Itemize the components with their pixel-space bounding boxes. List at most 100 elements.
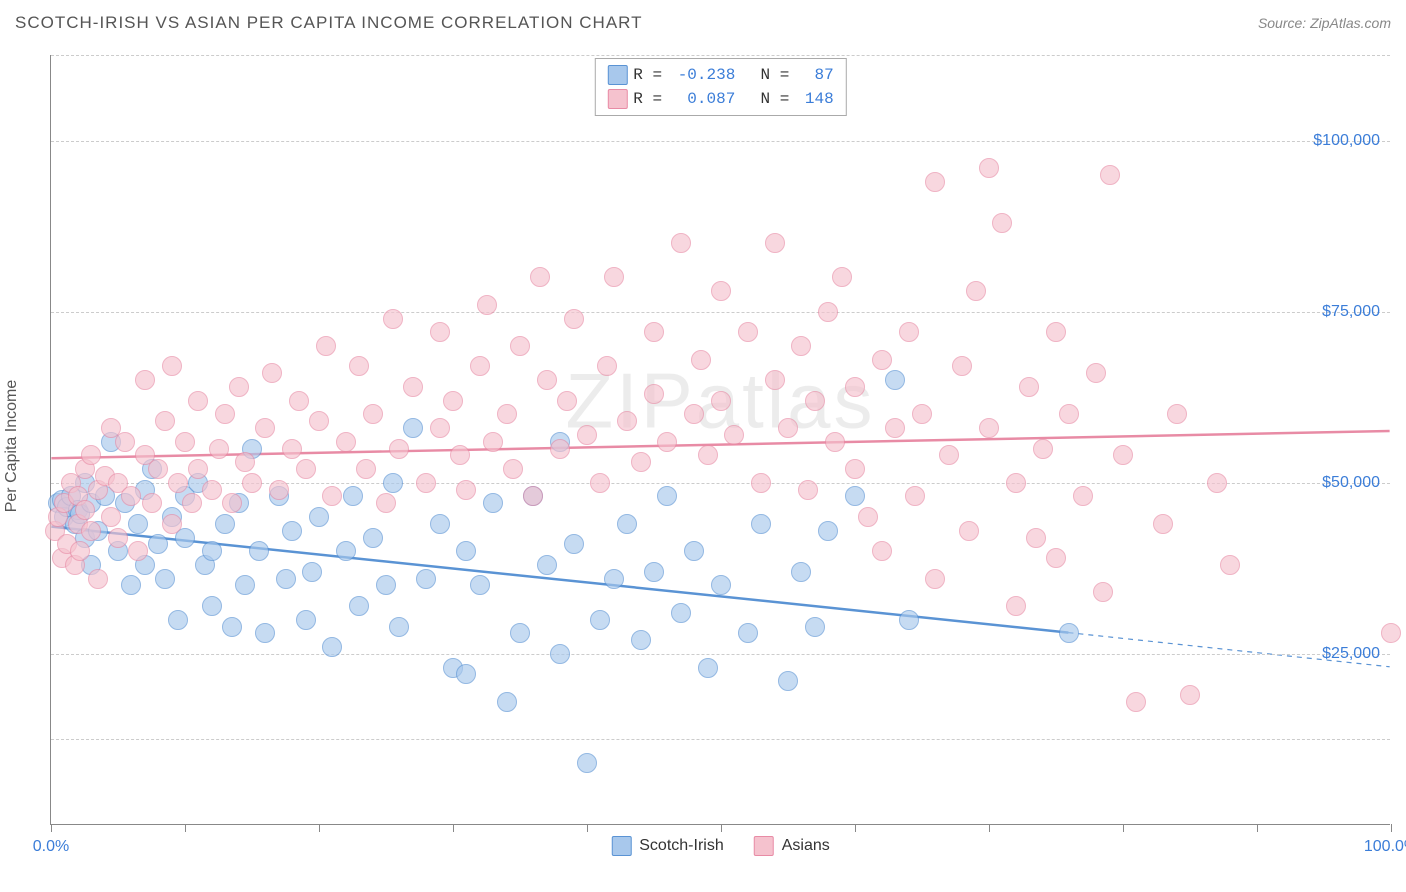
n-label: N = (741, 63, 799, 87)
data-point (631, 630, 651, 650)
data-point (925, 172, 945, 192)
data-point (1207, 473, 1227, 493)
data-point (791, 562, 811, 582)
data-point (416, 473, 436, 493)
data-point (135, 370, 155, 390)
n-label: N = (741, 87, 799, 111)
data-point (912, 404, 932, 424)
data-point (470, 356, 490, 376)
data-point (162, 356, 182, 376)
data-point (75, 500, 95, 520)
data-point (684, 541, 704, 561)
data-point (497, 692, 517, 712)
data-point (215, 404, 235, 424)
data-point (1033, 439, 1053, 459)
data-point (1153, 514, 1173, 534)
data-point (430, 514, 450, 534)
data-point (209, 439, 229, 459)
r-label: R = (633, 87, 671, 111)
data-point (81, 521, 101, 541)
data-point (872, 350, 892, 370)
data-point (88, 569, 108, 589)
r-label: R = (633, 63, 671, 87)
data-point (845, 486, 865, 506)
data-point (939, 445, 959, 465)
data-point (148, 534, 168, 554)
data-point (724, 425, 744, 445)
data-point (805, 391, 825, 411)
data-point (389, 439, 409, 459)
data-point (564, 309, 584, 329)
data-point (711, 281, 731, 301)
data-point (631, 452, 651, 472)
data-point (162, 514, 182, 534)
data-point (738, 623, 758, 643)
legend-item: Scotch-Irish (611, 836, 723, 856)
data-point (530, 267, 550, 287)
data-point (1046, 548, 1066, 568)
data-point (698, 658, 718, 678)
data-point (805, 617, 825, 637)
x-tick (51, 824, 52, 832)
data-point (128, 514, 148, 534)
data-point (644, 322, 664, 342)
data-point (899, 610, 919, 630)
y-axis-label: Per Capita Income (3, 380, 21, 513)
x-tick-label: 100.0% (1364, 838, 1406, 856)
data-point (523, 486, 543, 506)
data-point (657, 432, 677, 452)
data-point (356, 459, 376, 479)
data-point (1059, 404, 1079, 424)
data-point (711, 575, 731, 595)
data-point (322, 486, 342, 506)
data-point (577, 753, 597, 773)
gridline (51, 739, 1390, 740)
gridline (51, 654, 1390, 655)
data-point (791, 336, 811, 356)
data-point (389, 617, 409, 637)
data-point (235, 452, 255, 472)
plot-area: ZIPatlas R = -0.238 N = 87R = 0.087 N = … (50, 55, 1390, 825)
data-point (142, 493, 162, 513)
data-point (363, 404, 383, 424)
data-point (711, 391, 731, 411)
data-point (872, 541, 892, 561)
data-point (202, 480, 222, 500)
data-point (108, 528, 128, 548)
x-tick (721, 824, 722, 832)
data-point (222, 617, 242, 637)
data-point (966, 281, 986, 301)
stats-box: R = -0.238 N = 87R = 0.087 N = 148 (594, 58, 846, 116)
data-point (1100, 165, 1120, 185)
data-point (537, 555, 557, 575)
x-tick (989, 824, 990, 832)
data-point (70, 541, 90, 561)
data-point (644, 562, 664, 582)
y-tick-label: $75,000 (1322, 303, 1380, 321)
data-point (1059, 623, 1079, 643)
data-point (644, 384, 664, 404)
gridline (51, 312, 1390, 313)
data-point (885, 370, 905, 390)
data-point (456, 480, 476, 500)
data-point (188, 391, 208, 411)
gridline (51, 55, 1390, 56)
data-point (885, 418, 905, 438)
data-point (550, 439, 570, 459)
legend-swatch (754, 836, 774, 856)
data-point (765, 233, 785, 253)
data-point (309, 411, 329, 431)
data-point (979, 418, 999, 438)
data-point (302, 562, 322, 582)
data-point (684, 404, 704, 424)
data-point (510, 623, 530, 643)
x-tick (1391, 824, 1392, 832)
data-point (738, 322, 758, 342)
data-point (322, 637, 342, 657)
data-point (343, 486, 363, 506)
data-point (691, 350, 711, 370)
data-point (215, 514, 235, 534)
data-point (617, 411, 637, 431)
data-point (657, 486, 677, 506)
data-point (81, 445, 101, 465)
